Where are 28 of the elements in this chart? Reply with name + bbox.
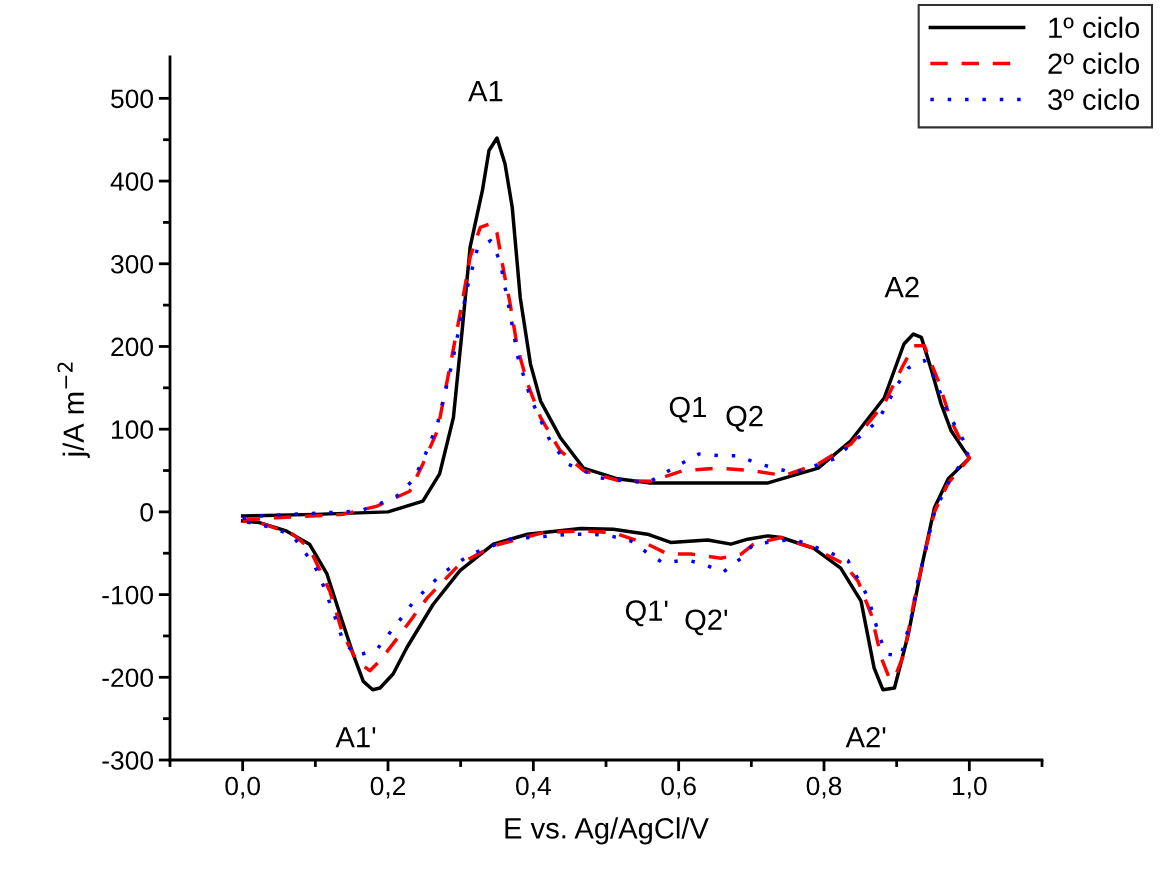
x-tick-label: 0,8 [806,776,842,799]
y-tick-label: 500 [111,89,153,109]
annotation: Q2 [726,405,763,432]
annotation: A1' [335,727,376,748]
y-axis-title: j/A m$^{−2}$ [57,362,90,459]
annotation: A1 [468,81,503,102]
x-tick-label: 1,0 [953,776,987,799]
x-axis-title: E vs. Ag/AgCl/V [505,817,709,845]
legend-label: 1º ciclo [1049,16,1140,39]
x-tick-label: 0,2 [370,776,406,799]
x-tick-label: 0,6 [661,776,696,799]
annotation: Q1 [669,396,706,423]
legend-label: 2º ciclo [1048,52,1140,75]
legend-label: 3º ciclo [1048,88,1140,110]
y-tick-label: -300 [102,751,153,770]
y-tick-label: 100 [112,420,153,439]
annotation: A2 [884,276,919,298]
x-tick-label: 0,4 [516,776,551,799]
annotation: Q2' [685,609,728,636]
y-tick-label: -200 [102,668,153,688]
y-tick-label: -100 [102,585,153,605]
x-tick-label: 0,0 [225,776,260,799]
y-tick-label: 0 [140,503,153,522]
y-tick-label: 300 [111,254,153,274]
y-tick-label: 400 [110,172,153,191]
annotation: A2' [845,726,886,748]
y-tick-label: 200 [111,337,153,357]
annotation: Q1' [625,600,668,627]
